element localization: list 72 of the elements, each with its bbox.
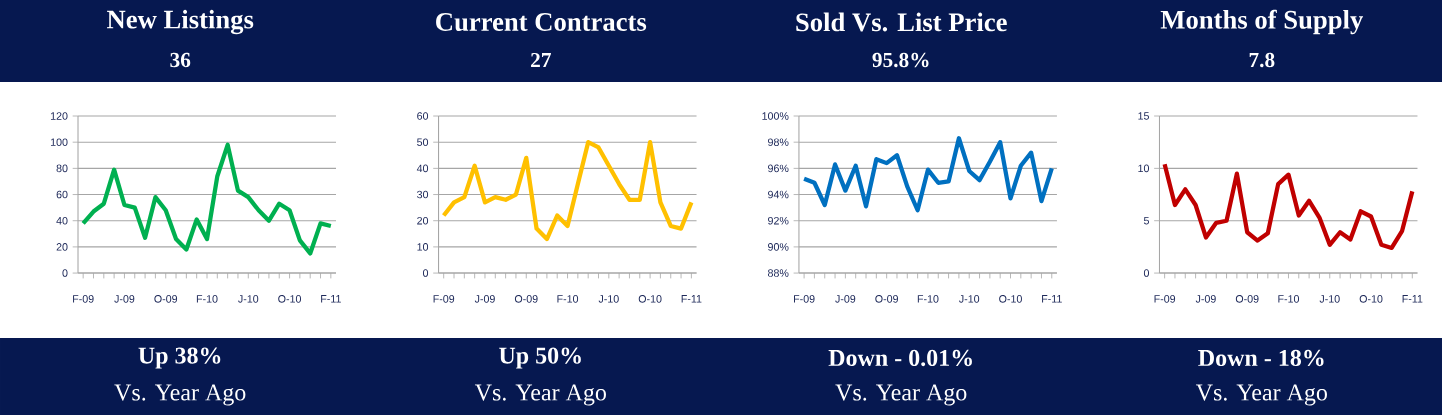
text: Up 38% — [138, 347, 221, 369]
y-tick-label: 80 — [56, 164, 68, 173]
chart-subtitle: 95.8% — [872, 52, 929, 68]
y-tick-label: 96% — [768, 164, 789, 173]
chart-title: Current Contracts — [436, 13, 647, 31]
x-tick-label: F-11 — [1042, 295, 1062, 303]
x-tick-label: J-09 — [474, 295, 495, 303]
x-tick-label: O-09 — [514, 295, 538, 303]
x-tick-label: O-10 — [278, 295, 302, 303]
x-tick-label: J-10 — [598, 295, 619, 303]
x-tick-label: F-09 — [73, 295, 94, 303]
y-tick-label: 90% — [768, 243, 789, 251]
x-tick-label: F-10 — [917, 295, 939, 303]
y-tick-label: 94% — [768, 190, 789, 199]
chart-title: Months of Supply — [1160, 9, 1364, 35]
x-tick-label: O-09 — [1235, 295, 1259, 303]
x-tick-label: F-11 — [321, 295, 341, 303]
y-tick-label: 10 — [1138, 164, 1150, 173]
text: Down - 18% — [1198, 349, 1324, 367]
y-tick-label: 60 — [417, 112, 429, 120]
x-tick-label: F-10 — [557, 295, 579, 303]
text: Vs. Year Ago — [835, 384, 967, 406]
y-tick-label: 30 — [417, 190, 429, 199]
line-series — [1162, 162, 1415, 251]
y-tick-label: 5 — [1143, 216, 1149, 225]
text: Vs. Year Ago — [474, 384, 606, 406]
y-tick-label: 15 — [1138, 112, 1149, 120]
line-series — [81, 142, 333, 256]
x-tick-label: F-10 — [1278, 295, 1300, 303]
y-tick-label: 20 — [56, 243, 68, 251]
x-tick-label: J-10 — [1319, 295, 1340, 303]
y-tick-label: 40 — [416, 164, 429, 173]
x-tick-label: F-10 — [196, 295, 218, 303]
line-series — [801, 136, 1054, 213]
x-tick-label: O-10 — [999, 295, 1022, 303]
text: Down - 0.01% — [828, 349, 972, 367]
x-tick-label: O-09 — [875, 295, 898, 303]
x-tick-label: J-09 — [1195, 295, 1216, 303]
y-tick-label: 0 — [1143, 269, 1150, 277]
x-tick-label: J-10 — [959, 295, 980, 303]
y-tick-label: 60 — [56, 190, 68, 199]
y-tick-label: 50 — [417, 138, 429, 146]
x-tick-label: J-10 — [238, 295, 259, 303]
text: Up 50% — [499, 347, 581, 369]
y-tick-label: 40 — [56, 216, 68, 225]
x-tick-label: J-09 — [114, 295, 135, 303]
text: Vs. Year Ago — [114, 384, 246, 406]
y-tick-label: 10 — [417, 243, 429, 251]
x-tick-label: F-09 — [433, 295, 455, 303]
x-tick-label: F-09 — [794, 295, 815, 303]
y-tick-label: 100% — [762, 112, 789, 120]
y-tick-label: 100 — [50, 138, 68, 146]
x-tick-label: O-10 — [1359, 295, 1383, 303]
y-tick-label: 20 — [417, 216, 429, 225]
x-tick-label: F-11 — [681, 295, 702, 303]
chart-subtitle: 7.8 — [1249, 52, 1275, 68]
y-tick-label: 98% — [768, 138, 789, 146]
chart-subtitle: 36 — [170, 52, 191, 68]
chart-subtitle: 27 — [531, 52, 551, 68]
y-tick-label: 120 — [50, 112, 68, 120]
x-tick-label: F-09 — [1154, 295, 1176, 303]
chart-title: Sold Vs. List Price — [796, 12, 1007, 32]
y-tick-label: 0 — [62, 269, 68, 277]
x-tick-label: O-10 — [638, 295, 662, 303]
x-tick-label: F-11 — [1402, 295, 1423, 303]
y-tick-label: 0 — [422, 269, 429, 277]
x-tick-label: O-09 — [154, 295, 178, 303]
chart-title: New Listings — [107, 9, 254, 35]
x-tick-label: J-09 — [835, 295, 856, 303]
text: Vs. Year Ago — [1195, 384, 1327, 406]
y-tick-label: 92% — [768, 216, 789, 225]
y-tick-label: 88% — [768, 269, 789, 277]
